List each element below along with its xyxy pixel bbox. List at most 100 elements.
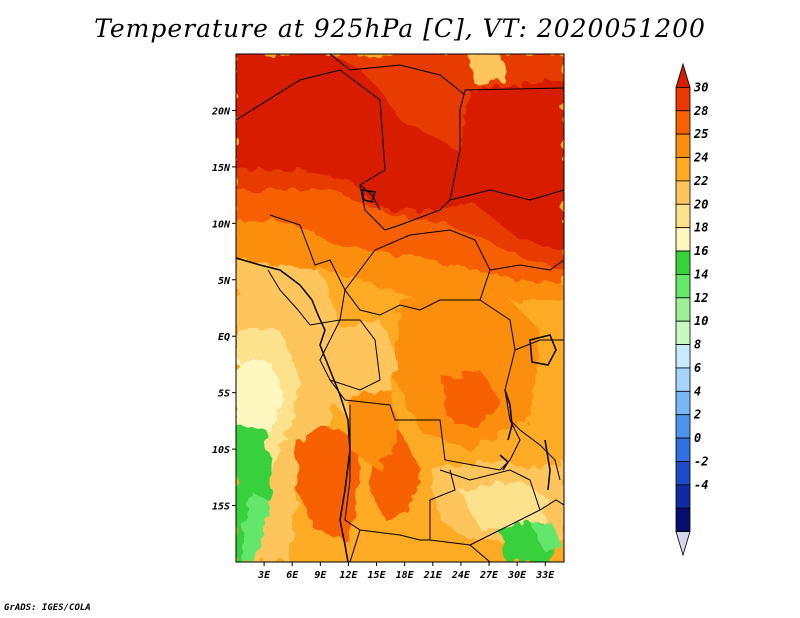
lat-tick-label: 5N bbox=[218, 276, 231, 287]
colorbar-label: 20 bbox=[693, 197, 708, 211]
colorbar-label: 0 bbox=[694, 431, 701, 445]
colorbar-swatch bbox=[675, 507, 691, 533]
colorbar-swatch bbox=[675, 227, 691, 252]
field-25-angola bbox=[295, 425, 360, 540]
colorbar-swatch bbox=[675, 297, 691, 322]
colorbar-swatch bbox=[675, 390, 691, 416]
border-lake-chad bbox=[359, 184, 381, 211]
colorbar-label: 30 bbox=[693, 80, 708, 94]
border-namibia bbox=[349, 529, 361, 562]
lake-chad bbox=[361, 189, 376, 203]
border-ssudan bbox=[489, 259, 564, 271]
lat-tick-label: EQ bbox=[218, 332, 230, 343]
lake-mweru bbox=[499, 454, 509, 471]
lon-tick-label: 30E bbox=[507, 570, 527, 581]
colorbar-label: 2 bbox=[693, 408, 701, 422]
field-25-mid bbox=[350, 390, 400, 470]
colorbar-swatch bbox=[675, 367, 691, 392]
field-20-se bbox=[460, 480, 550, 530]
colorbar-swatch bbox=[675, 110, 691, 135]
coastlines bbox=[236, 189, 557, 562]
colorbar-label: 22 bbox=[693, 174, 708, 188]
colorbar-swatch bbox=[675, 274, 691, 299]
colorbar-swatch bbox=[675, 157, 691, 182]
colorbar-label: 12 bbox=[694, 291, 708, 305]
chart-title: Temperature at 925hPa [C], VT: 202005120… bbox=[94, 14, 706, 43]
colorbar-swatch bbox=[675, 250, 691, 275]
border-botswana bbox=[429, 539, 491, 562]
lon-tick-label: 6E bbox=[286, 570, 299, 581]
colorbar-swatch bbox=[675, 203, 691, 229]
colorbar-label: 14 bbox=[694, 267, 708, 281]
field-22-cap bbox=[470, 54, 505, 85]
colorbar-swatch bbox=[675, 414, 691, 439]
country-borders bbox=[236, 54, 564, 562]
lat-tick-label: 15S bbox=[212, 502, 230, 513]
map-frame bbox=[235, 53, 565, 563]
lat-tick-label: 15N bbox=[212, 163, 231, 174]
border-moz bbox=[539, 499, 564, 511]
colorbar-top-triangle bbox=[675, 62, 691, 88]
lat-tick-label: 5S bbox=[218, 389, 230, 400]
coast-gulf-guinea bbox=[236, 257, 351, 562]
lon-tick-label: 12E bbox=[339, 570, 358, 581]
lake-victoria bbox=[529, 334, 557, 366]
colorbar-swatch bbox=[675, 461, 691, 486]
colorbar-swatch bbox=[675, 484, 691, 509]
lat-tick-label: 10N bbox=[212, 219, 231, 230]
border-cameroon bbox=[267, 214, 346, 326]
border-drc-south bbox=[329, 379, 501, 471]
border-north-1 bbox=[236, 69, 564, 231]
latitude-axis: 20N 15N 10N 5N EQ 5S 10S 15S bbox=[211, 106, 236, 513]
colorbar-swatch bbox=[675, 86, 691, 112]
colorbar-label: -2 bbox=[694, 454, 708, 468]
lon-tick-label: 18E bbox=[396, 570, 415, 581]
colorbar-label: 24 bbox=[693, 151, 708, 165]
colorbar-swatch bbox=[675, 133, 691, 158]
lake-tanganyika bbox=[504, 389, 513, 441]
colorbar-label: 28 bbox=[693, 104, 708, 118]
border-congo bbox=[319, 319, 381, 391]
border-east-lakes bbox=[509, 419, 561, 481]
colorbar-label: 6 bbox=[694, 361, 701, 375]
border-angola bbox=[344, 405, 456, 541]
colorbar-swatch bbox=[675, 437, 691, 462]
colorbar-label: 8 bbox=[694, 338, 701, 352]
colorbar-label: 16 bbox=[694, 244, 708, 258]
colorbar-label: -4 bbox=[694, 478, 708, 492]
lon-tick-label: 21E bbox=[423, 570, 443, 581]
field-green-se2 bbox=[530, 522, 560, 552]
border-sudan bbox=[449, 189, 564, 201]
field-28-drc bbox=[440, 370, 500, 430]
lon-tick-label: 9E bbox=[314, 570, 327, 581]
colorbar-label: 25 bbox=[693, 127, 708, 141]
colorbar-swatch bbox=[675, 180, 691, 205]
colorbar-label: 18 bbox=[694, 221, 708, 235]
credit-label: GrADS: IGES/COLA bbox=[4, 603, 91, 613]
colorbar-label: 10 bbox=[694, 314, 708, 328]
lon-tick-label: 33E bbox=[535, 570, 555, 581]
longitude-axis: 3E 6E 9E 12E 15E 18E 21E 24E 27E 30E 33E bbox=[257, 562, 555, 581]
border-zambia bbox=[439, 469, 541, 546]
colorbar-swatch bbox=[675, 344, 691, 369]
colorbar-bottom-triangle bbox=[675, 531, 691, 557]
lon-tick-label: 24E bbox=[451, 570, 471, 581]
field-green-sw2 bbox=[240, 490, 268, 562]
border-drc-east bbox=[479, 299, 521, 471]
lon-tick-label: 15E bbox=[368, 570, 387, 581]
lon-tick-label: 27E bbox=[479, 570, 499, 581]
colorbar-label: 4 bbox=[694, 384, 701, 398]
border-tanzania bbox=[514, 339, 564, 351]
lake-malawi bbox=[544, 439, 551, 491]
border-north-2 bbox=[329, 54, 466, 96]
lon-tick-label: 3E bbox=[257, 570, 271, 581]
lat-tick-label: 20N bbox=[211, 106, 231, 117]
temperature-field bbox=[236, 54, 564, 562]
field-16-18-west bbox=[236, 360, 285, 430]
field-30-northeast bbox=[460, 80, 564, 250]
field-28-cap bbox=[420, 60, 470, 110]
field-25-drc bbox=[395, 290, 540, 450]
colorbar-swatch bbox=[675, 320, 691, 345]
